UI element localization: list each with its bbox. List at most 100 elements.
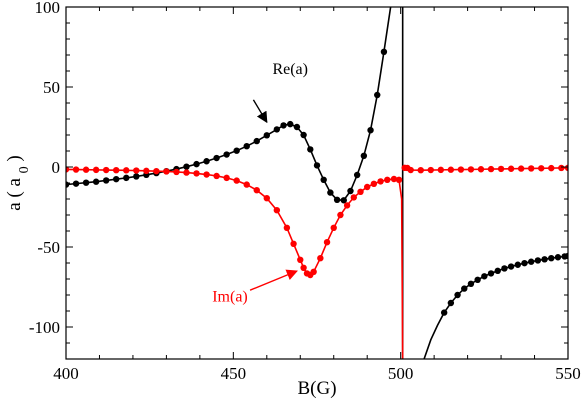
data-point-re-a <box>380 48 388 55</box>
data-point-re-a <box>333 196 341 203</box>
data-point-re-a <box>548 255 555 262</box>
data-point-im-a <box>102 166 110 174</box>
data-point-re-a <box>487 270 495 277</box>
x-tick-label: 550 <box>555 364 581 383</box>
data-point-re-a <box>534 257 542 264</box>
axes: 400 450 500 550 -100 -50 0 50 100 Re(a) Im(a) <box>29 0 581 383</box>
data-point-im-a <box>290 240 297 247</box>
x-tick-label: 450 <box>221 364 247 383</box>
annotation-re-a: Re(a) <box>272 61 308 78</box>
data-point-im-a <box>273 207 281 214</box>
data-point-re-a <box>307 146 314 153</box>
data-point-re-a <box>113 175 120 183</box>
data-point-im-a <box>437 166 445 174</box>
data-point-im-a <box>153 167 160 175</box>
data-point-re-a <box>507 263 515 270</box>
data-point-re-a <box>340 197 347 204</box>
data-point-im-a <box>283 224 291 231</box>
data-point-im-a <box>323 239 331 246</box>
data-point-im-a <box>487 165 495 173</box>
data-point-im-a <box>317 255 324 262</box>
y-tick-label: 50 <box>43 78 60 97</box>
plot-clip-group <box>66 7 568 359</box>
data-point-im-a <box>558 164 565 172</box>
data-point-re-a <box>474 276 481 283</box>
data-point-re-a <box>454 291 461 299</box>
y-axis-title-subscript: 0 <box>17 166 32 173</box>
data-point-re-a <box>293 123 301 131</box>
data-point-re-a <box>554 254 562 261</box>
data-point-im-a <box>123 167 130 174</box>
data-point-im-a <box>527 165 535 172</box>
y-axis-title-main: a ( a <box>4 178 25 211</box>
data-point-re-a <box>72 180 80 187</box>
data-point-re-a <box>193 160 200 168</box>
data-point-im-a <box>370 180 378 187</box>
plot-area <box>66 7 568 359</box>
data-point-im-a <box>350 194 358 201</box>
data-point-re-a <box>287 120 294 128</box>
data-point-im-a <box>163 168 170 175</box>
data-point-im-a <box>113 167 120 174</box>
data-point-im-a <box>243 181 250 188</box>
data-point-re-a <box>92 178 100 185</box>
data-point-im-a <box>497 165 505 173</box>
y-tick-label: 0 <box>52 158 61 177</box>
data-point-re-a <box>123 174 130 182</box>
data-point-im-a <box>72 166 80 173</box>
data-point-re-a <box>203 158 210 165</box>
data-point-re-a <box>233 147 240 154</box>
data-point-im-a <box>183 169 190 176</box>
data-point-im-a <box>477 166 485 173</box>
data-point-re-a <box>223 151 230 158</box>
data-point-im-a <box>564 164 568 172</box>
data-point-re-a <box>447 299 455 307</box>
data-point-im-a <box>203 171 210 178</box>
annotation-im-a: Im(a) <box>212 288 248 305</box>
data-point-re-a <box>440 309 448 316</box>
data-point-im-a <box>507 165 515 172</box>
data-point-re-a <box>82 179 90 186</box>
data-point-im-a <box>417 167 424 174</box>
data-point-im-a <box>357 188 364 195</box>
data-point-re-a <box>280 122 287 129</box>
data-point-im-a <box>233 177 240 184</box>
data-point-im-a <box>92 166 100 174</box>
data-point-im-a <box>427 166 434 174</box>
data-point-im-a <box>538 165 545 172</box>
x-tick-label: 400 <box>53 364 79 383</box>
plot-frame <box>65 6 569 360</box>
data-point-im-a <box>300 264 307 271</box>
y-tick-label: -50 <box>37 238 60 257</box>
data-point-re-a <box>501 265 508 272</box>
data-point-re-a <box>320 176 327 183</box>
data-point-re-a <box>243 143 250 150</box>
data-point-re-a <box>521 259 528 267</box>
annotation-arrow-im-a <box>249 269 298 291</box>
data-point-im-a <box>447 166 455 173</box>
data-point-im-a <box>407 166 414 174</box>
data-point-im-a <box>66 166 70 173</box>
data-point-im-a <box>467 166 475 173</box>
data-point-re-a <box>514 261 521 268</box>
data-point-re-a <box>273 126 281 133</box>
data-point-im-a <box>213 172 220 180</box>
data-point-re-a <box>527 258 535 265</box>
data-point-re-a <box>347 187 354 195</box>
y-tick-label: -100 <box>29 318 60 337</box>
data-point-re-a <box>564 252 568 260</box>
data-point-im-a <box>223 174 230 182</box>
data-point-im-a <box>390 175 398 183</box>
data-point-im-a <box>343 202 351 209</box>
data-point-im-a <box>377 178 384 185</box>
data-point-re-a <box>353 171 361 179</box>
data-point-re-a <box>360 152 368 159</box>
data-point-re-a <box>253 137 260 145</box>
data-point-im-a <box>548 164 555 172</box>
data-point-im-a <box>173 168 180 176</box>
data-point-im-a <box>253 187 260 194</box>
data-point-im-a <box>263 195 270 202</box>
data-point-im-a <box>310 268 317 275</box>
data-point-re-a <box>213 154 220 162</box>
